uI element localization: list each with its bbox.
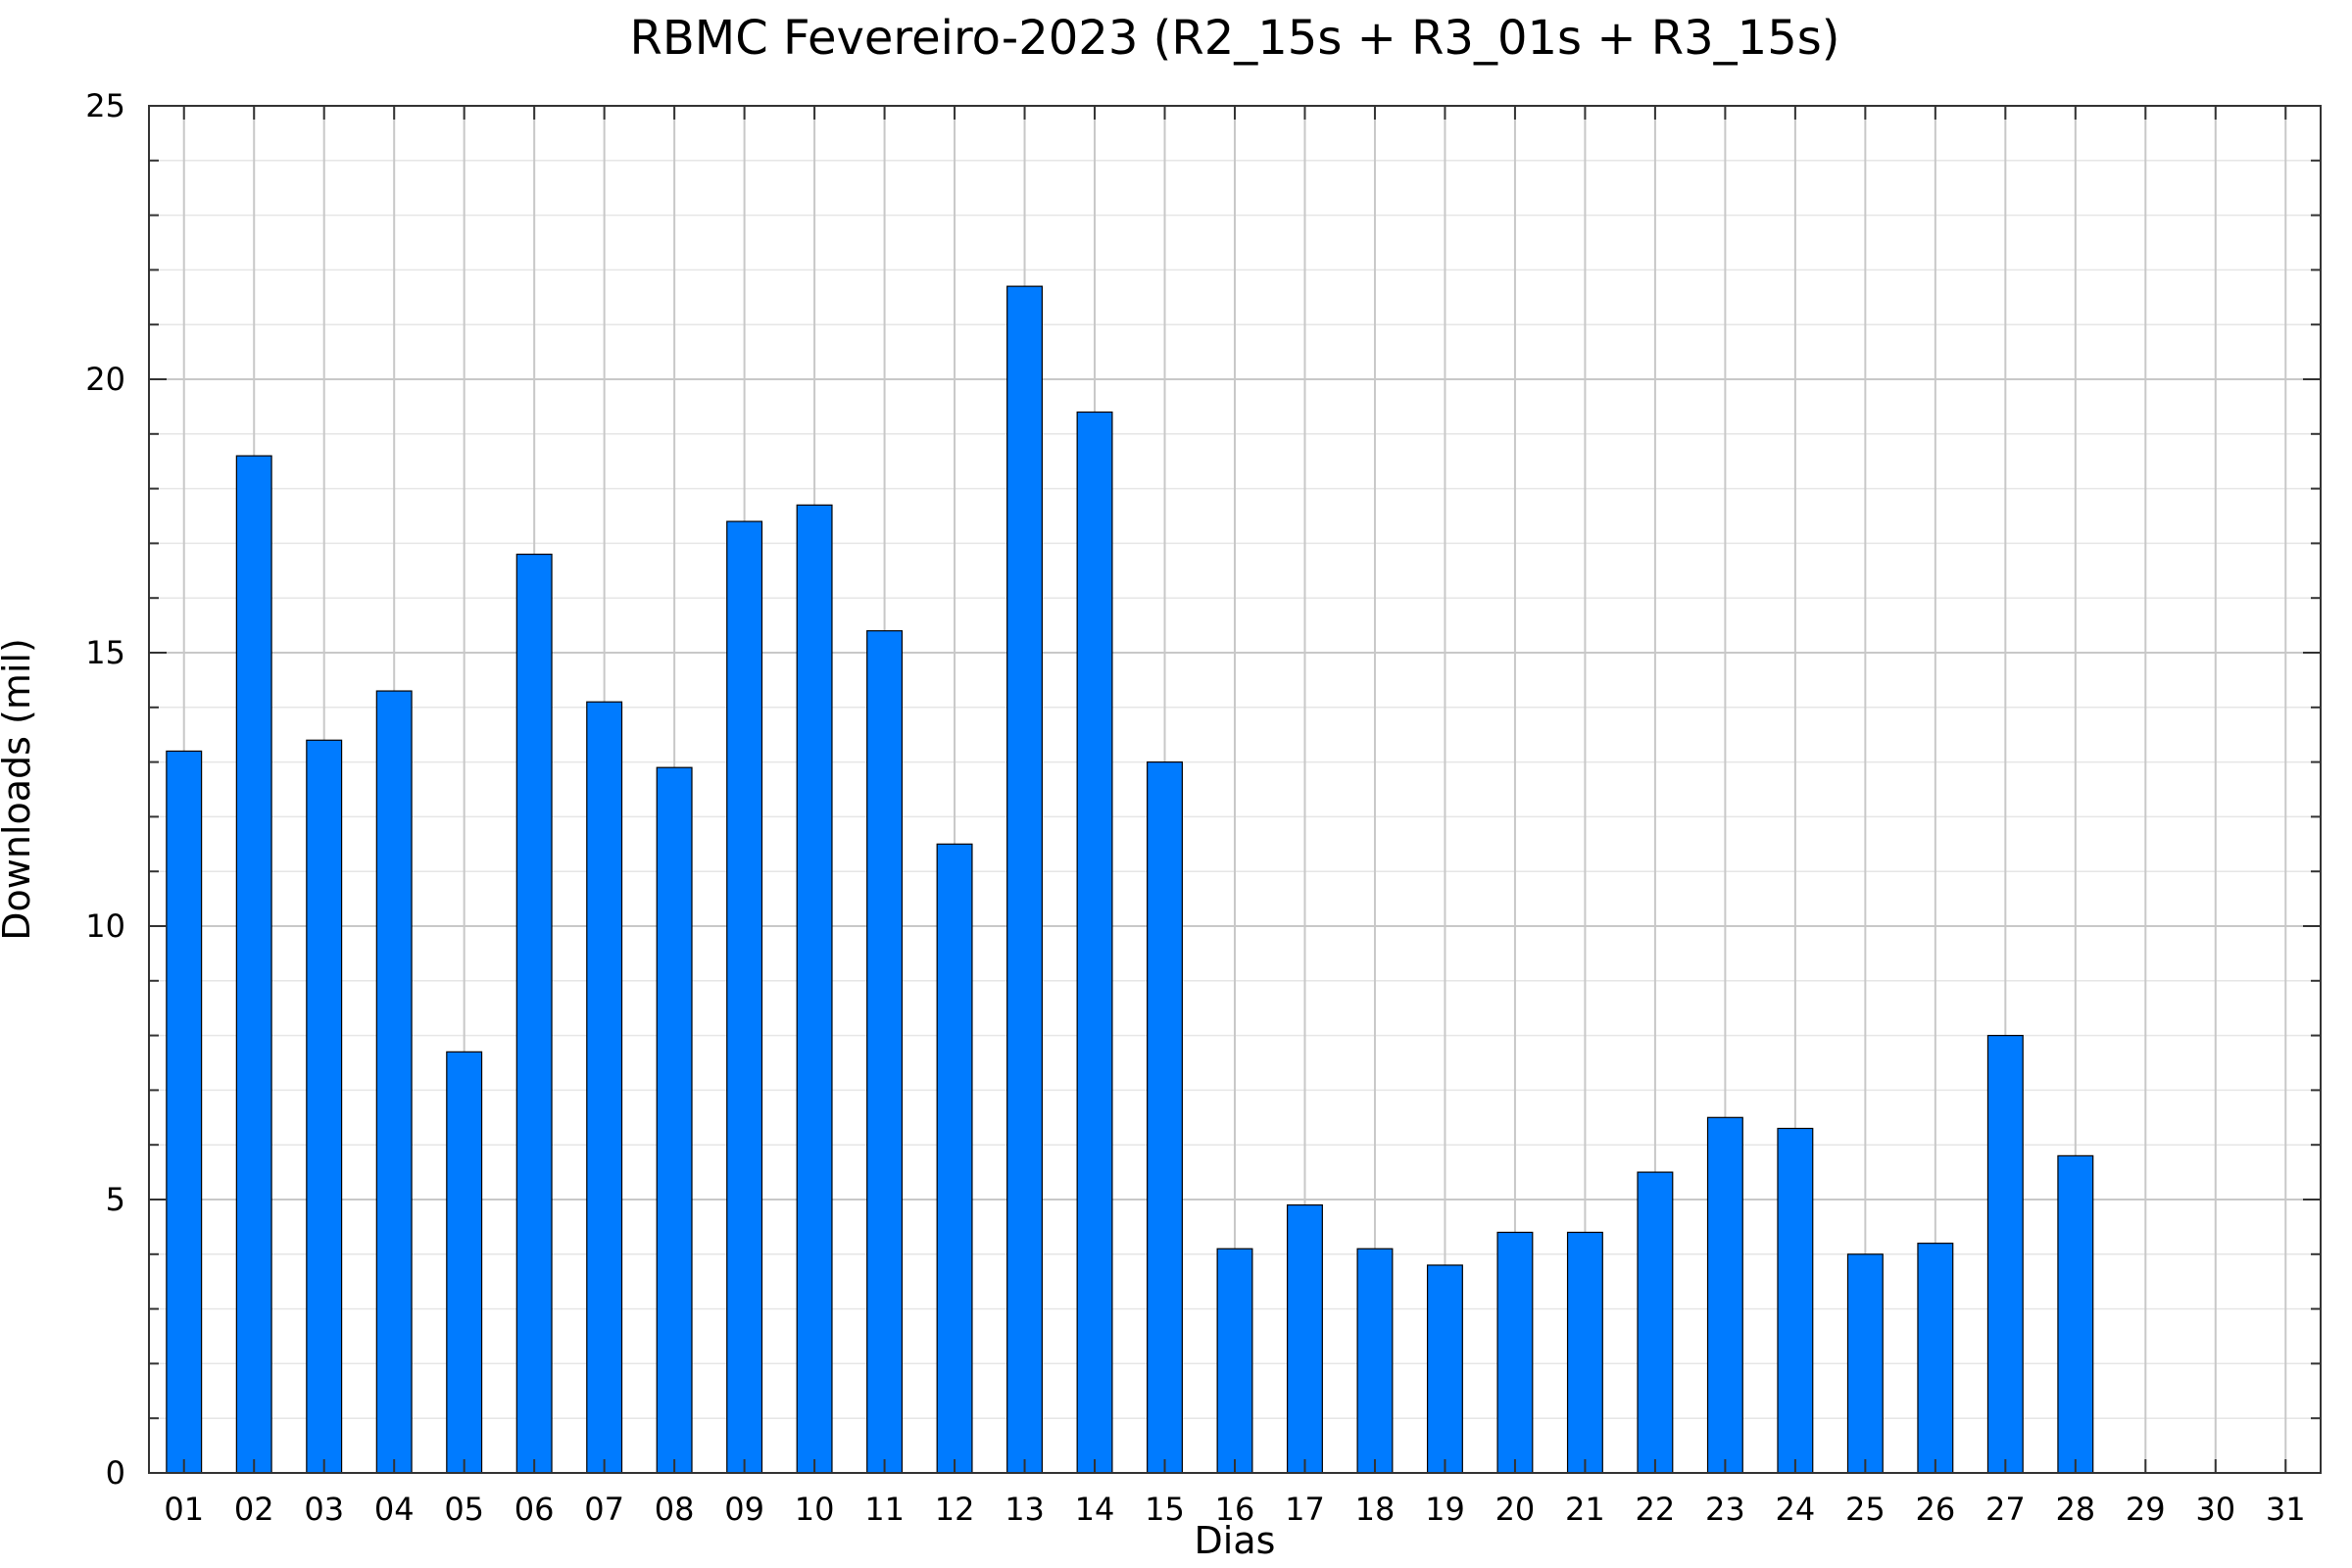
x-tick-label: 06 — [514, 1491, 555, 1528]
bar-day-11 — [866, 630, 904, 1474]
x-tick-label: 10 — [795, 1491, 835, 1528]
x-tick-label: 25 — [1845, 1491, 1886, 1528]
bar-day-01 — [166, 750, 203, 1474]
x-tick-label: 31 — [2266, 1491, 2306, 1528]
bar-day-27 — [1986, 1034, 2024, 1474]
x-tick-label: 04 — [374, 1491, 415, 1528]
x-tick-label: 24 — [1776, 1491, 1816, 1528]
bar-day-23 — [1706, 1116, 1743, 1474]
x-tick-label: 26 — [1915, 1491, 1955, 1528]
y-tick-label: 20 — [85, 361, 125, 398]
x-tick-label: 30 — [2195, 1491, 2235, 1528]
x-tick-label: 21 — [1565, 1491, 1605, 1528]
bar-day-08 — [656, 766, 693, 1474]
x-tick-label: 17 — [1285, 1491, 1325, 1528]
bar-day-02 — [235, 455, 272, 1474]
x-tick-label: 16 — [1215, 1491, 1255, 1528]
bar-day-04 — [375, 690, 413, 1474]
x-axis-label: Dias — [1195, 1519, 1276, 1562]
x-tick-label: 27 — [1985, 1491, 2026, 1528]
x-tick-label: 01 — [164, 1491, 204, 1528]
chart-title: RBMC Fevereiro-2023 (R2_15s + R3_01s + R… — [630, 11, 1840, 66]
bar-day-05 — [446, 1051, 483, 1474]
x-tick-label: 15 — [1145, 1491, 1185, 1528]
y-tick-label: 10 — [85, 907, 125, 945]
bar-day-03 — [306, 739, 343, 1474]
x-tick-label: 11 — [864, 1491, 905, 1528]
bar-day-07 — [586, 701, 623, 1474]
bar-day-18 — [1356, 1248, 1394, 1474]
x-tick-label: 14 — [1075, 1491, 1115, 1528]
bar-day-09 — [726, 520, 763, 1474]
bar-day-10 — [796, 504, 833, 1474]
bar-day-15 — [1147, 760, 1183, 1474]
bar-day-21 — [1566, 1231, 1603, 1474]
x-tick-label: 18 — [1355, 1491, 1396, 1528]
x-tick-label: 20 — [1495, 1491, 1536, 1528]
bar-day-13 — [1006, 285, 1044, 1474]
x-tick-label: 05 — [444, 1491, 484, 1528]
x-tick-label: 03 — [304, 1491, 344, 1528]
bar-day-26 — [1917, 1243, 1954, 1474]
bar-day-24 — [1777, 1127, 1814, 1474]
x-tick-label: 07 — [584, 1491, 624, 1528]
x-tick-label: 19 — [1425, 1491, 1465, 1528]
x-tick-label: 02 — [234, 1491, 274, 1528]
y-tick-label: 5 — [106, 1181, 125, 1218]
x-tick-label: 08 — [655, 1491, 695, 1528]
x-tick-label: 09 — [724, 1491, 764, 1528]
bar-day-06 — [515, 553, 553, 1474]
bar-day-25 — [1846, 1253, 1884, 1474]
bar-day-14 — [1076, 411, 1113, 1474]
x-tick-label: 12 — [935, 1491, 975, 1528]
x-tick-label: 23 — [1705, 1491, 1745, 1528]
y-tick-label: 0 — [106, 1454, 125, 1492]
y-axis-label: Downloads (mil) — [0, 638, 38, 941]
y-tick-label: 25 — [85, 87, 125, 124]
bar-day-19 — [1426, 1264, 1463, 1474]
bar-day-12 — [936, 843, 973, 1474]
bars — [166, 285, 2094, 1474]
bar-day-17 — [1287, 1203, 1323, 1474]
x-tick-label: 29 — [2126, 1491, 2166, 1528]
y-tick-label: 15 — [85, 634, 125, 671]
x-tick-label: 28 — [2055, 1491, 2095, 1528]
bar-day-28 — [2057, 1154, 2094, 1474]
bar-day-22 — [1637, 1171, 1674, 1474]
x-tick-label: 22 — [1636, 1491, 1676, 1528]
x-tick-label: 13 — [1004, 1491, 1045, 1528]
bar-day-16 — [1216, 1248, 1253, 1474]
bar-day-20 — [1496, 1231, 1534, 1474]
